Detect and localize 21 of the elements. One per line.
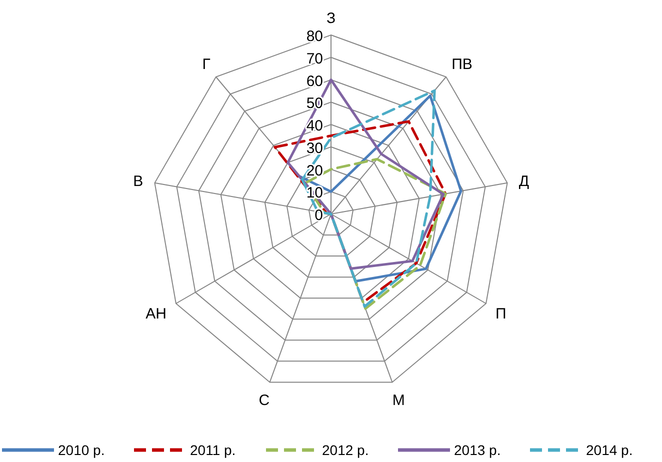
legend-label: 2012 р. bbox=[322, 442, 369, 458]
legend-label: 2014 р. bbox=[586, 442, 633, 458]
y-tick-label: 20 bbox=[306, 162, 323, 180]
spoke-label: С bbox=[258, 392, 270, 410]
spoke-label: ПВ bbox=[452, 56, 472, 74]
spoke-label: В bbox=[133, 172, 144, 190]
y-tick-label: 30 bbox=[306, 140, 323, 157]
legend-label: 2010 р. bbox=[58, 442, 105, 458]
spoke-label: М bbox=[392, 392, 405, 410]
spoke-label: З bbox=[326, 10, 336, 28]
y-tick-label: 80 bbox=[306, 28, 323, 45]
spoke-label: Д bbox=[518, 172, 530, 190]
y-tick-label: 70 bbox=[306, 50, 323, 68]
y-tick-label: 0 bbox=[314, 207, 323, 224]
legend-label: 2011 р. bbox=[190, 442, 236, 458]
legend-label: 2013 р. bbox=[454, 442, 501, 458]
spoke-label: Г bbox=[202, 56, 210, 74]
y-tick-label: 40 bbox=[306, 118, 323, 134]
spoke-label: П bbox=[496, 305, 506, 322]
y-tick-label: 60 bbox=[306, 72, 323, 90]
spoke-label: АН bbox=[146, 305, 166, 322]
